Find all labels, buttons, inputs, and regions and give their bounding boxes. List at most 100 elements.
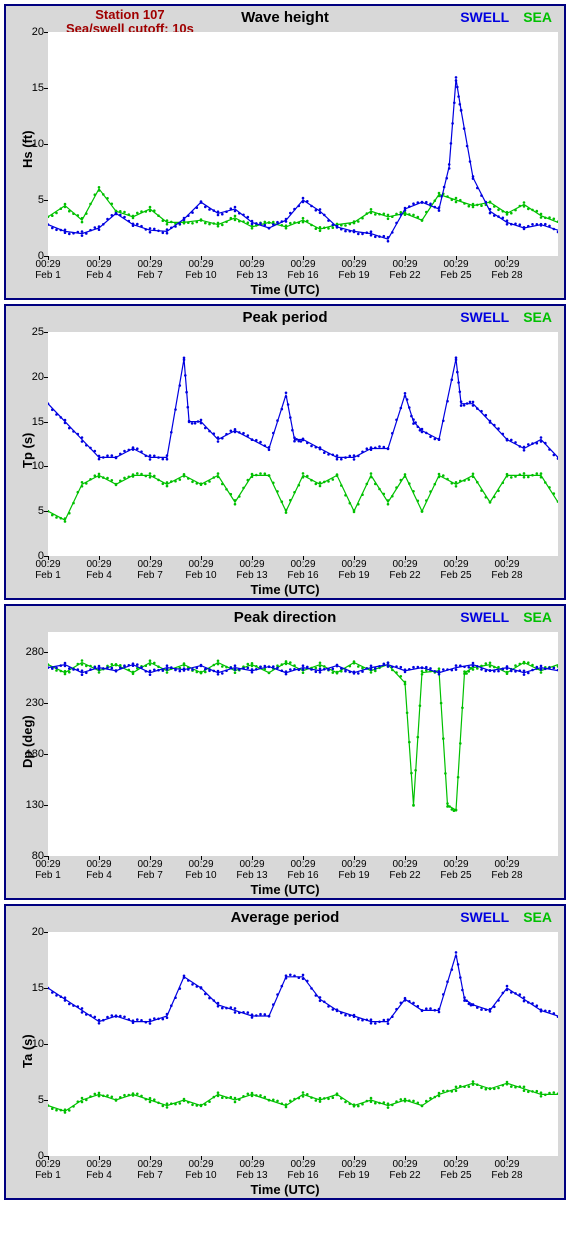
xtick-time: 00:29 bbox=[334, 559, 374, 570]
xtick: 00:29Feb 25 bbox=[436, 259, 476, 281]
legend-sea: SEA bbox=[523, 909, 552, 925]
xtick-mark bbox=[507, 856, 508, 860]
xtick-date: Feb 25 bbox=[436, 870, 476, 881]
xtick-mark bbox=[354, 1156, 355, 1160]
xtick-date: Feb 10 bbox=[181, 1170, 221, 1181]
xtick-time: 00:29 bbox=[283, 859, 323, 870]
xtick-mark bbox=[354, 856, 355, 860]
ytick-mark bbox=[44, 652, 48, 653]
xtick-date: Feb 16 bbox=[283, 870, 323, 881]
xtick: 00:29Feb 16 bbox=[283, 259, 323, 281]
xtick-mark bbox=[150, 856, 151, 860]
xtick: 00:29Feb 25 bbox=[436, 1159, 476, 1181]
xtick-time: 00:29 bbox=[385, 259, 425, 270]
xtick-mark bbox=[354, 556, 355, 560]
xtick-date: Feb 16 bbox=[283, 1170, 323, 1181]
xtick: 00:29Feb 28 bbox=[487, 859, 527, 881]
ytick: 5 bbox=[16, 1094, 44, 1106]
ylabel: Dp (deg) bbox=[20, 715, 35, 768]
xtick: 00:29Feb 22 bbox=[385, 1159, 425, 1181]
xtick-date: Feb 4 bbox=[79, 570, 119, 581]
xtick: 00:29Feb 19 bbox=[334, 259, 374, 281]
xtick-date: Feb 10 bbox=[181, 270, 221, 281]
legend: SWELLSEA bbox=[460, 9, 552, 25]
xtick: 00:29Feb 19 bbox=[334, 1159, 374, 1181]
xtick-mark bbox=[48, 556, 49, 560]
xtick-mark bbox=[456, 556, 457, 560]
xtick-date: Feb 22 bbox=[385, 570, 425, 581]
xtick-time: 00:29 bbox=[487, 1159, 527, 1170]
panel-inner: Peak directionSWELLSEA80130180230280Dp (… bbox=[6, 606, 564, 898]
xtick: 00:29Feb 25 bbox=[436, 859, 476, 881]
xtick-mark bbox=[456, 256, 457, 260]
ytick-mark bbox=[44, 32, 48, 33]
ytick-mark bbox=[44, 511, 48, 512]
ylabel: Tp (s) bbox=[20, 433, 35, 468]
xtick-mark bbox=[252, 556, 253, 560]
series-svg bbox=[48, 32, 558, 256]
xtick: 00:29Feb 4 bbox=[79, 859, 119, 881]
panel-dp: Peak directionSWELLSEA80130180230280Dp (… bbox=[4, 604, 566, 900]
ytick: 5 bbox=[16, 505, 44, 517]
xtick: 00:29Feb 16 bbox=[283, 859, 323, 881]
xtick-date: Feb 4 bbox=[79, 1170, 119, 1181]
xtick-mark bbox=[507, 556, 508, 560]
xtick-time: 00:29 bbox=[436, 1159, 476, 1170]
xtick: 00:29Feb 25 bbox=[436, 559, 476, 581]
xtick-date: Feb 1 bbox=[28, 270, 68, 281]
xtick-time: 00:29 bbox=[385, 559, 425, 570]
xtick-date: Feb 13 bbox=[232, 870, 272, 881]
xtick-time: 00:29 bbox=[130, 1159, 170, 1170]
xtick-mark bbox=[150, 256, 151, 260]
series-svg bbox=[48, 932, 558, 1156]
xtick-time: 00:29 bbox=[487, 259, 527, 270]
xtick-time: 00:29 bbox=[283, 559, 323, 570]
ytick: 20 bbox=[16, 926, 44, 938]
xtick-mark bbox=[303, 856, 304, 860]
xtick-time: 00:29 bbox=[181, 559, 221, 570]
xtick-mark bbox=[252, 256, 253, 260]
xtick-time: 00:29 bbox=[232, 559, 272, 570]
xtick-mark bbox=[48, 1156, 49, 1160]
xtick-mark bbox=[507, 256, 508, 260]
xtick: 00:29Feb 7 bbox=[130, 559, 170, 581]
xtick-date: Feb 25 bbox=[436, 1170, 476, 1181]
plot-area bbox=[48, 932, 558, 1156]
xtick-time: 00:29 bbox=[130, 259, 170, 270]
xtick: 00:29Feb 13 bbox=[232, 859, 272, 881]
legend-swell: SWELL bbox=[460, 309, 509, 325]
xtick: 00:29Feb 22 bbox=[385, 859, 425, 881]
xtick-time: 00:29 bbox=[436, 559, 476, 570]
ytick-mark bbox=[44, 1100, 48, 1101]
xtick-time: 00:29 bbox=[181, 859, 221, 870]
xtick-mark bbox=[456, 856, 457, 860]
legend-swell: SWELL bbox=[460, 909, 509, 925]
ytick-mark bbox=[44, 422, 48, 423]
legend-swell: SWELL bbox=[460, 9, 509, 25]
xtick-time: 00:29 bbox=[79, 559, 119, 570]
xtick-mark bbox=[150, 1156, 151, 1160]
xtick-time: 00:29 bbox=[385, 859, 425, 870]
xtick-mark bbox=[405, 1156, 406, 1160]
xtick-date: Feb 19 bbox=[334, 570, 374, 581]
ytick-mark bbox=[44, 88, 48, 89]
xtick-date: Feb 10 bbox=[181, 870, 221, 881]
xtick-mark bbox=[99, 556, 100, 560]
xtick-time: 00:29 bbox=[28, 259, 68, 270]
plot-area bbox=[48, 332, 558, 556]
xtick-mark bbox=[252, 1156, 253, 1160]
xtick-mark bbox=[405, 556, 406, 560]
xtick-time: 00:29 bbox=[232, 859, 272, 870]
xtick-time: 00:29 bbox=[28, 559, 68, 570]
ytick-mark bbox=[44, 200, 48, 201]
xtick-time: 00:29 bbox=[232, 1159, 272, 1170]
xtick: 00:29Feb 16 bbox=[283, 559, 323, 581]
legend-sea: SEA bbox=[523, 309, 552, 325]
panel-inner: Average periodSWELLSEA05101520Ta (s)00:2… bbox=[6, 906, 564, 1198]
ytick-mark bbox=[44, 703, 48, 704]
ytick: 5 bbox=[16, 194, 44, 206]
xtick-time: 00:29 bbox=[79, 1159, 119, 1170]
ytick-mark bbox=[44, 805, 48, 806]
xtick-time: 00:29 bbox=[334, 1159, 374, 1170]
xtick-mark bbox=[354, 256, 355, 260]
